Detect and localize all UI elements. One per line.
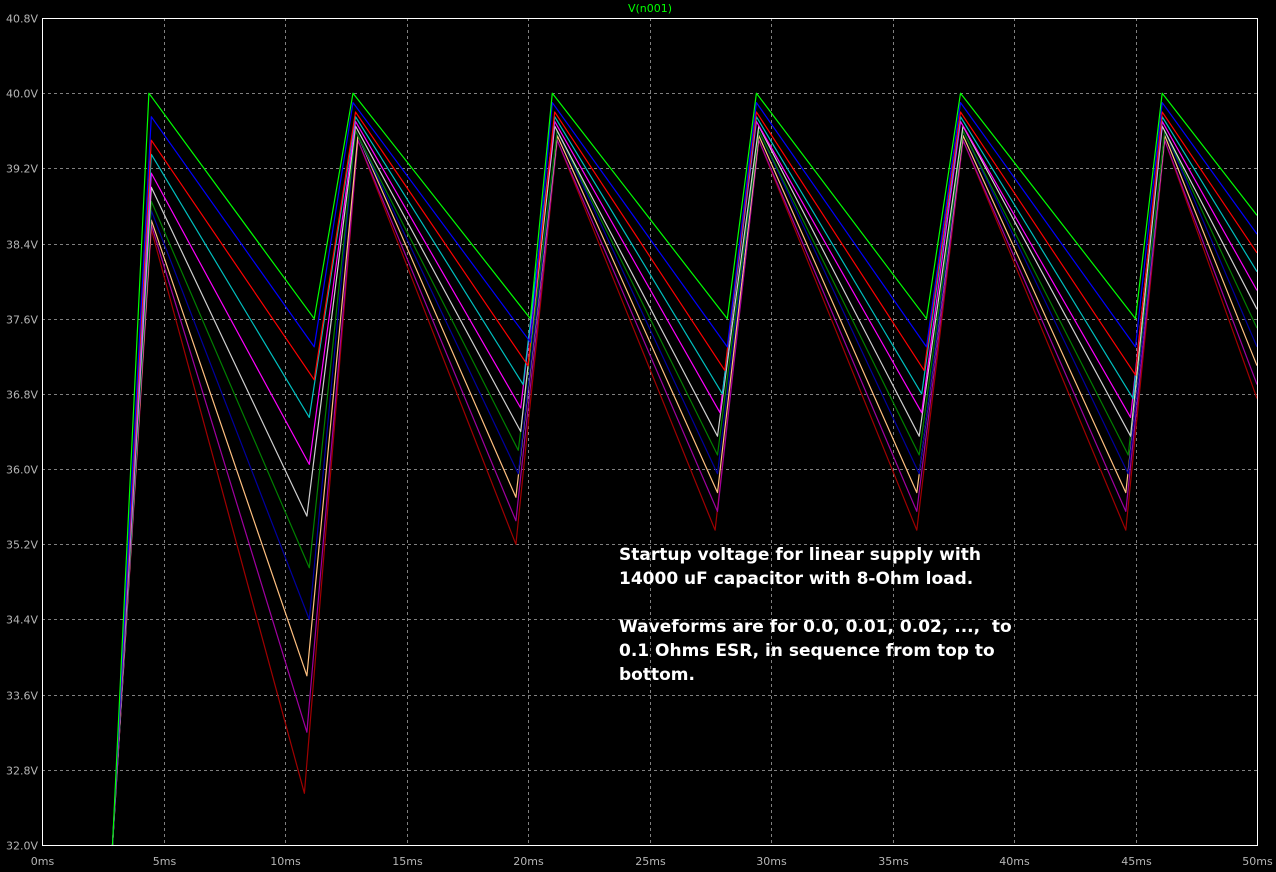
y-tick-label: 35.2V	[6, 539, 38, 552]
voltage-trace-0	[111, 92, 1258, 846]
voltage-trace-6	[111, 130, 1258, 846]
y-tick-label: 33.6V	[6, 690, 38, 703]
x-tick-label: 5ms	[153, 855, 177, 868]
y-tick-label: 38.4V	[6, 239, 38, 252]
y-tick-label: 39.2V	[6, 163, 38, 176]
y-tick-label: 40.8V	[6, 13, 38, 26]
grid	[42, 18, 1257, 845]
y-tick-label: 32.8V	[6, 765, 38, 778]
x-tick-label: 0ms	[31, 855, 55, 868]
voltage-trace-1	[111, 101, 1258, 846]
x-tick-label: 35ms	[878, 855, 909, 868]
x-tick-label: 20ms	[513, 855, 544, 868]
voltage-trace-10	[111, 139, 1258, 846]
annotation-text: Startup voltage for linear supply with 1…	[619, 545, 1012, 685]
plot-frame	[42, 18, 1258, 846]
voltage-trace-9	[111, 139, 1258, 846]
voltage-trace-2	[111, 111, 1258, 846]
y-tick-label: 36.0V	[6, 464, 38, 477]
traces	[111, 92, 1258, 846]
trace-title[interactable]: V(n001)	[628, 2, 672, 15]
y-tick-label: 40.0V	[6, 88, 38, 101]
y-axis-ticks: 32.0V 32.8V 33.6V 34.4V 35.2V 36.0V 36.8V 37.6V…	[6, 13, 38, 853]
x-tick-label: 30ms	[756, 855, 787, 868]
x-axis-ticks: 0ms 5ms 10ms 15ms 20ms 25ms 30ms 35ms 40ms 45ms 50…	[31, 855, 1273, 868]
y-tick-label: 36.8V	[6, 389, 38, 402]
x-tick-label: 45ms	[1121, 855, 1152, 868]
y-tick-label: 37.6V	[6, 314, 38, 327]
voltage-trace-7	[111, 130, 1258, 846]
voltage-trace-5	[111, 125, 1258, 846]
voltage-trace-4	[111, 120, 1258, 846]
x-tick-label: 15ms	[392, 855, 423, 868]
y-tick-label: 32.0V	[6, 840, 38, 853]
x-tick-label: 25ms	[635, 855, 666, 868]
voltage-trace-3	[111, 116, 1258, 846]
x-tick-label: 50ms	[1242, 855, 1273, 868]
x-tick-label: 10ms	[270, 855, 301, 868]
voltage-trace-8	[111, 134, 1258, 846]
y-tick-label: 34.4V	[6, 614, 38, 627]
x-tick-label: 40ms	[999, 855, 1030, 868]
